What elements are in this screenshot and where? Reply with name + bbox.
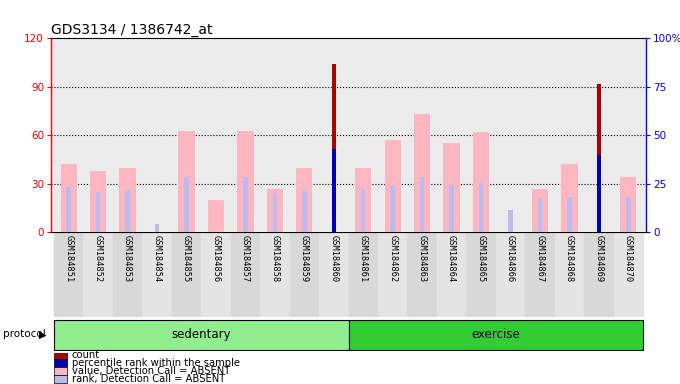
Bar — [355, 168, 371, 232]
Bar — [90, 171, 106, 232]
Text: GSM184860: GSM184860 — [329, 235, 338, 282]
Bar — [525, 232, 555, 317]
Bar — [407, 232, 437, 317]
Text: value, Detection Call = ABSENT: value, Detection Call = ABSENT — [72, 366, 230, 376]
Text: GSM184858: GSM184858 — [271, 235, 279, 282]
Text: GSM184869: GSM184869 — [594, 235, 603, 282]
Bar — [231, 232, 260, 317]
Text: GSM184868: GSM184868 — [565, 235, 574, 282]
Bar — [61, 164, 77, 232]
Text: GSM184851: GSM184851 — [64, 235, 73, 282]
Text: GSM184867: GSM184867 — [535, 235, 545, 282]
Bar — [290, 232, 319, 317]
Text: GSM184864: GSM184864 — [447, 235, 456, 282]
Text: GSM184857: GSM184857 — [241, 235, 250, 282]
Bar — [142, 232, 172, 317]
Bar — [96, 192, 101, 232]
Bar — [332, 64, 336, 232]
Text: protocol: protocol — [3, 329, 46, 339]
Bar — [178, 131, 194, 232]
Bar — [273, 194, 277, 232]
Text: count: count — [72, 349, 100, 359]
Bar — [302, 190, 307, 232]
Bar — [496, 232, 525, 317]
Bar — [561, 164, 577, 232]
Bar — [237, 131, 254, 232]
Bar — [437, 232, 466, 317]
Bar — [54, 320, 348, 350]
Bar — [414, 114, 430, 232]
Bar — [532, 189, 548, 232]
Text: GSM184870: GSM184870 — [624, 235, 633, 282]
Text: GDS3134 / 1386742_at: GDS3134 / 1386742_at — [51, 23, 212, 37]
Bar — [54, 375, 67, 383]
Bar — [54, 359, 67, 367]
Bar — [296, 168, 312, 232]
Bar — [172, 232, 201, 317]
Bar — [201, 232, 231, 317]
Bar — [243, 177, 248, 232]
Text: GSM184862: GSM184862 — [388, 235, 397, 282]
Bar — [120, 168, 136, 232]
Bar — [125, 190, 130, 232]
Bar — [567, 197, 572, 232]
Bar — [443, 144, 460, 232]
Bar — [378, 232, 407, 317]
Bar — [449, 185, 454, 232]
Text: GSM184856: GSM184856 — [211, 235, 220, 282]
Bar — [596, 155, 601, 232]
Bar — [361, 189, 365, 232]
Text: ▶: ▶ — [39, 329, 47, 339]
Bar — [620, 177, 636, 232]
Bar — [508, 210, 513, 232]
Bar — [420, 177, 424, 232]
Bar — [596, 84, 601, 232]
Text: exercise: exercise — [471, 328, 520, 341]
Text: rank, Detection Call = ABSENT: rank, Detection Call = ABSENT — [72, 374, 225, 384]
Bar — [208, 200, 224, 232]
Bar — [184, 177, 189, 232]
Text: percentile rank within the sample: percentile rank within the sample — [72, 358, 240, 368]
Bar — [267, 189, 283, 232]
Text: GSM184865: GSM184865 — [477, 235, 486, 282]
Bar — [538, 199, 542, 232]
Bar — [260, 232, 290, 317]
Bar — [67, 187, 71, 232]
Text: GSM184854: GSM184854 — [152, 235, 162, 282]
Bar — [332, 149, 336, 232]
Bar — [54, 232, 84, 317]
Bar — [466, 232, 496, 317]
Bar — [84, 232, 113, 317]
Bar — [479, 182, 483, 232]
Bar — [555, 232, 584, 317]
Text: GSM184861: GSM184861 — [359, 235, 368, 282]
Bar — [348, 320, 643, 350]
Text: GSM184855: GSM184855 — [182, 235, 191, 282]
Text: GSM184866: GSM184866 — [506, 235, 515, 282]
Bar — [54, 367, 67, 376]
Bar — [626, 197, 630, 232]
Bar — [390, 185, 395, 232]
Text: GSM184852: GSM184852 — [94, 235, 103, 282]
Bar — [319, 232, 348, 317]
Bar — [584, 232, 613, 317]
Bar — [54, 350, 67, 359]
Bar — [613, 232, 643, 317]
Bar — [113, 232, 142, 317]
Text: GSM184863: GSM184863 — [418, 235, 426, 282]
Bar — [473, 132, 489, 232]
Bar — [155, 224, 159, 232]
Bar — [385, 140, 401, 232]
Bar — [348, 232, 378, 317]
Text: GSM184853: GSM184853 — [123, 235, 132, 282]
Text: sedentary: sedentary — [171, 328, 231, 341]
Text: GSM184859: GSM184859 — [300, 235, 309, 282]
